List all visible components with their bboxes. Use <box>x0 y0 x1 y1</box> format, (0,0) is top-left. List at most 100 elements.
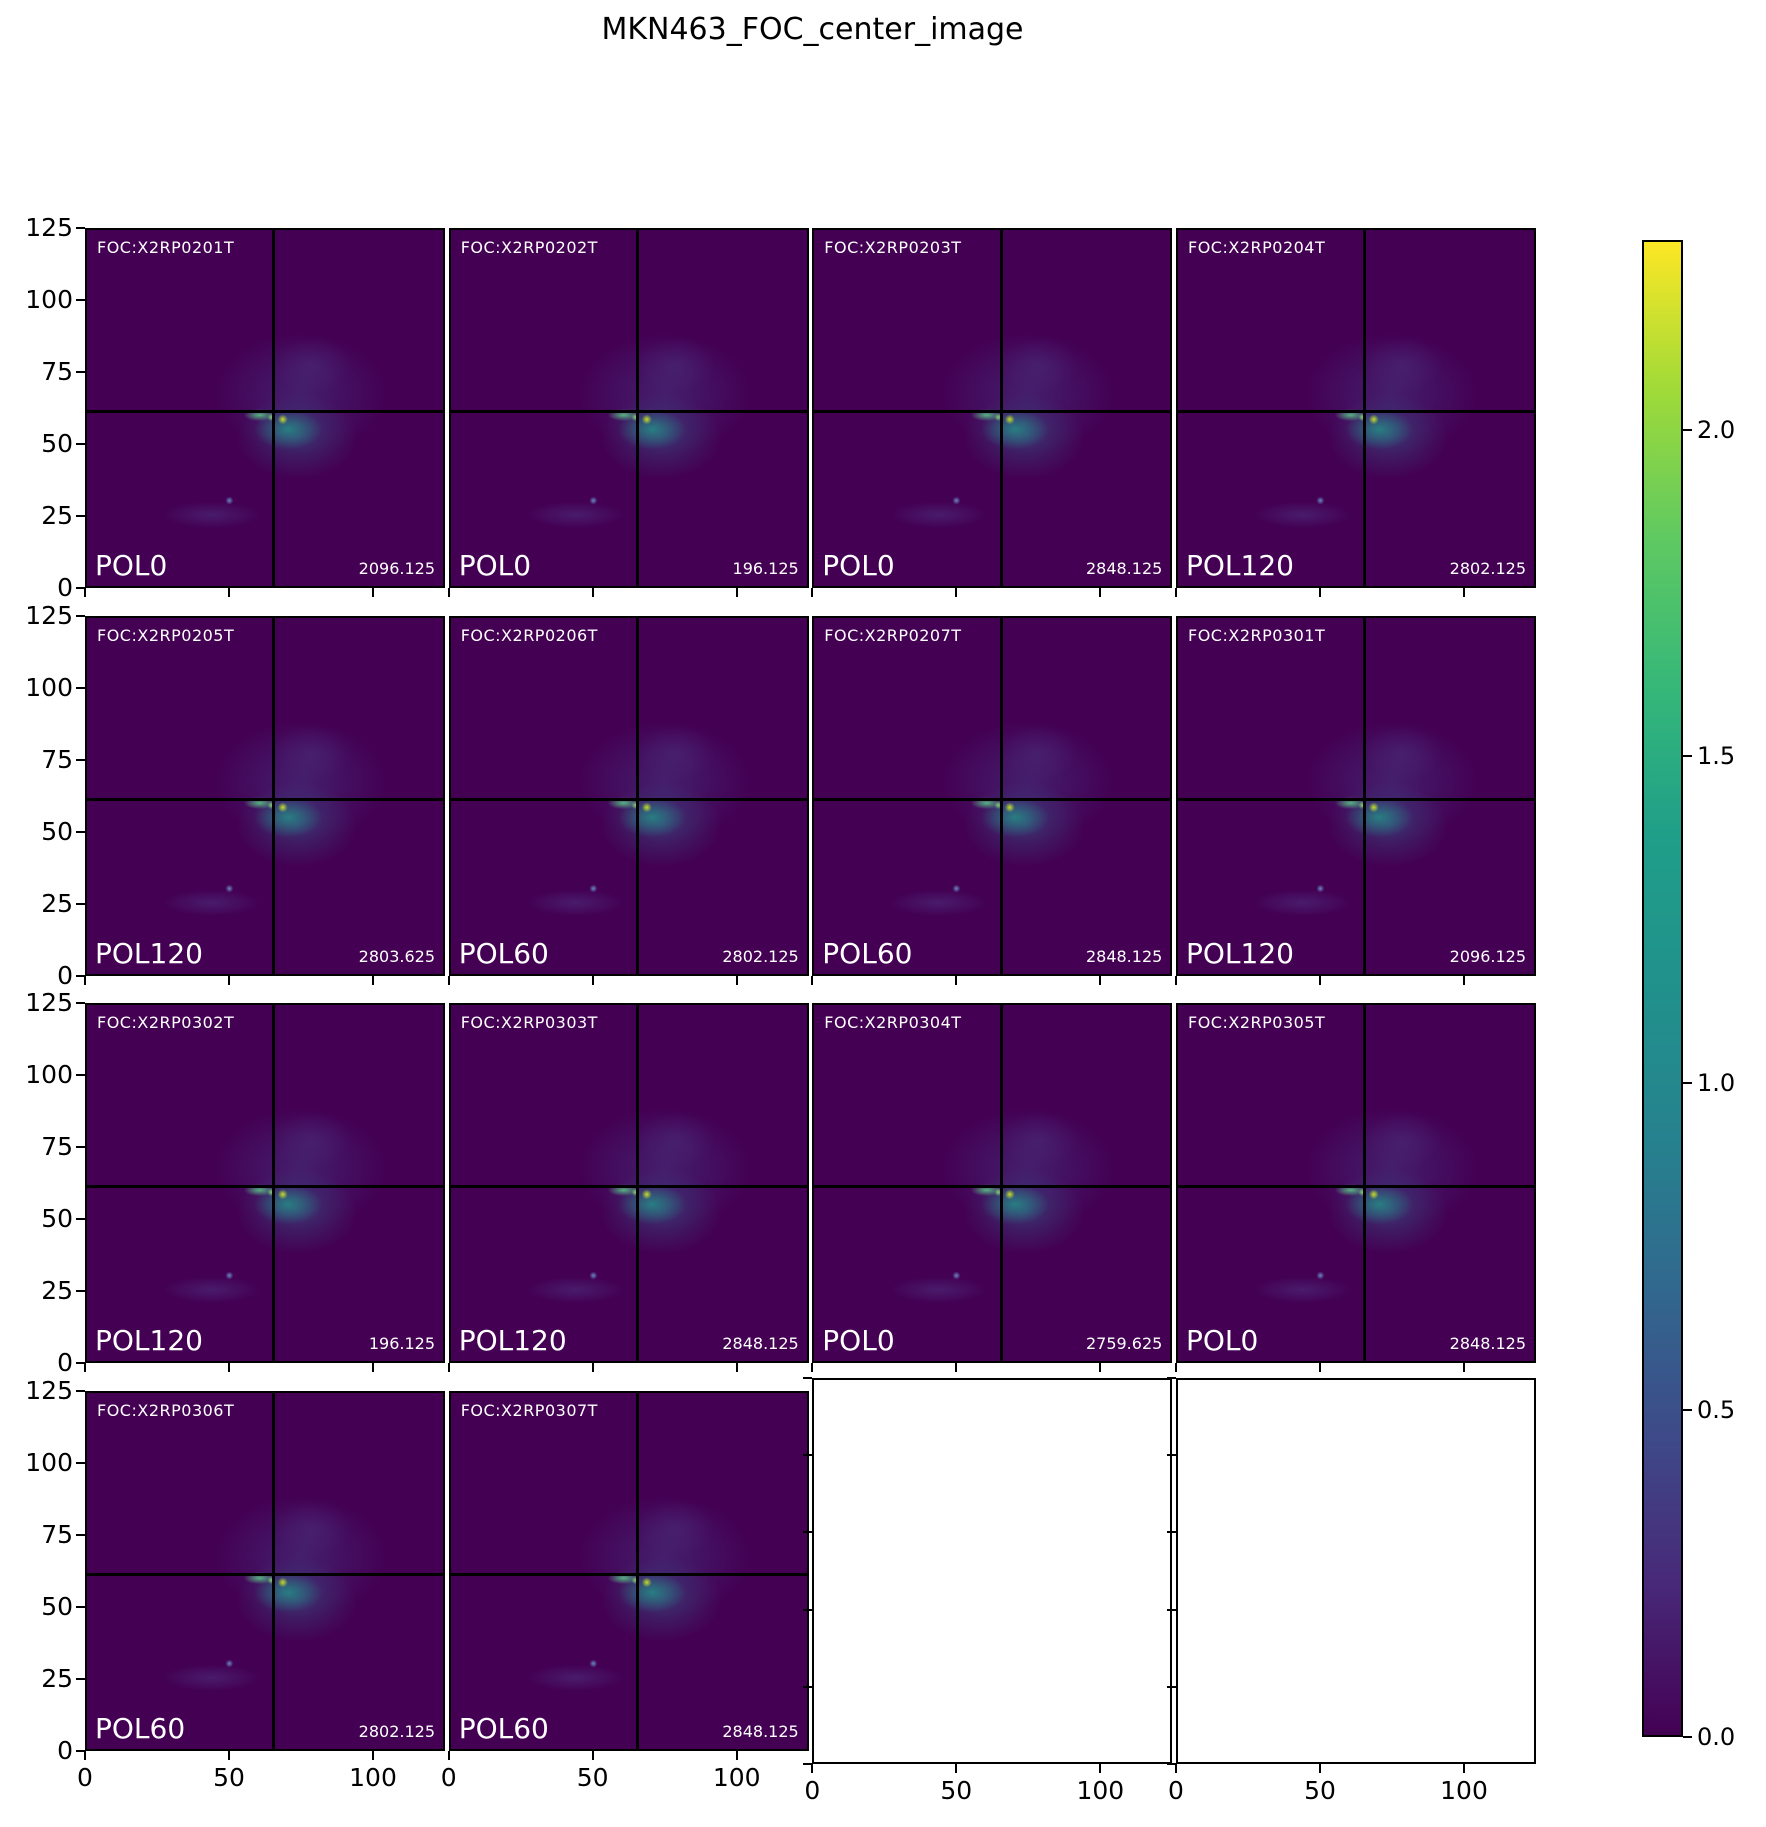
image-panel: FOC:X2RP0307T POL60 2848.125 <box>448 1391 809 1751</box>
y-tick-label: 25 <box>41 1664 73 1693</box>
polarizer-label: POL120 <box>1186 549 1294 582</box>
y-tick-label: 0 <box>57 573 73 602</box>
x-tick-mark <box>447 1751 450 1760</box>
colorbar-tick-label: 0.5 <box>1697 1396 1736 1425</box>
x-tick-label: 100 <box>349 1763 397 1792</box>
crosshair-horizontal <box>1178 797 1534 801</box>
y-tick-mark <box>1167 1377 1176 1379</box>
exposure-label: 2848.125 <box>1085 559 1163 578</box>
polarizer-label: POL0 <box>822 549 895 582</box>
empty-panel <box>1176 1378 1536 1764</box>
polarizer-label: POL60 <box>458 1712 549 1745</box>
image-panel: FOC:X2RP0207T POL60 2848.125 <box>812 615 1173 976</box>
polarizer-label: POL120 <box>1186 936 1294 970</box>
x-tick-mark <box>591 1751 594 1760</box>
x-tick-mark <box>955 1363 958 1373</box>
crosshair-horizontal <box>814 410 1171 414</box>
foc-id-label: FOC:X2RP0207T <box>824 625 962 645</box>
y-tick-mark <box>803 1531 813 1534</box>
crosshair-horizontal <box>87 1185 443 1189</box>
x-tick-mark <box>1319 975 1321 985</box>
y-tick-mark <box>76 1678 85 1680</box>
x-tick-mark <box>735 588 738 597</box>
x-tick-label: 0 <box>440 1763 457 1792</box>
x-tick-mark <box>447 588 450 597</box>
foc-id-label: FOC:X2RP0305T <box>1188 1013 1326 1033</box>
y-tick-label: 75 <box>41 1132 73 1162</box>
image-panel: FOC:X2RP0302T POL120 196.125 <box>85 1003 445 1364</box>
crosshair-vertical <box>636 1005 640 1362</box>
colorbar-tick-mark <box>1683 1409 1692 1412</box>
crosshair-vertical <box>1363 617 1367 974</box>
crosshair-vertical <box>636 230 640 586</box>
y-tick-mark <box>76 443 85 445</box>
x-tick-mark <box>735 1363 738 1373</box>
x-tick-mark <box>955 588 958 597</box>
exposure-label: 2848.125 <box>1449 1334 1526 1354</box>
crosshair-horizontal <box>450 1185 807 1189</box>
y-tick-label: 125 <box>25 600 73 630</box>
exposure-label: 2096.125 <box>358 559 435 578</box>
image-panel: FOC:X2RP0204T POL120 2802.125 <box>1176 228 1536 588</box>
x-tick-label: 50 <box>213 1763 245 1792</box>
x-tick-mark <box>1099 588 1102 597</box>
foc-id-label: FOC:X2RP0306T <box>97 1401 235 1420</box>
x-tick-mark <box>1319 1764 1321 1773</box>
y-tick-label: 0 <box>57 1736 73 1765</box>
y-tick-mark <box>76 1462 85 1464</box>
y-tick-label: 100 <box>25 285 73 314</box>
x-tick-mark <box>735 975 738 985</box>
x-tick-mark <box>1099 1363 1102 1373</box>
crosshair-horizontal <box>1178 1185 1534 1189</box>
x-tick-mark <box>1463 588 1465 597</box>
y-tick-mark <box>1167 1763 1176 1765</box>
y-tick-label: 75 <box>41 744 73 774</box>
foc-id-label: FOC:X2RP0303T <box>460 1013 598 1033</box>
x-tick-label: 100 <box>712 1763 761 1792</box>
x-tick-mark <box>811 588 814 597</box>
y-tick-mark <box>76 371 85 373</box>
polarizer-label: POL120 <box>95 1324 203 1358</box>
x-tick-mark <box>1319 588 1321 597</box>
polarizer-label: POL60 <box>458 936 549 970</box>
y-tick-mark <box>76 1362 85 1365</box>
crosshair-vertical <box>1363 230 1367 586</box>
foc-id-label: FOC:X2RP0204T <box>1188 238 1326 257</box>
y-tick-mark <box>76 614 85 617</box>
exposure-label: 2096.125 <box>1449 946 1526 966</box>
x-tick-mark <box>228 1751 230 1760</box>
y-tick-label: 125 <box>25 213 73 242</box>
polarizer-label: POL0 <box>95 549 168 582</box>
y-tick-label: 0 <box>57 960 73 990</box>
y-tick-mark <box>76 1146 85 1149</box>
crosshair-vertical <box>636 1393 640 1749</box>
image-panel: FOC:X2RP0305T POL0 2848.125 <box>1176 1003 1536 1364</box>
x-tick-mark <box>1175 975 1177 985</box>
colorbar-tick-label: 1.0 <box>1697 1069 1736 1098</box>
x-tick-label: 0 <box>804 1776 821 1805</box>
crosshair-horizontal <box>87 1573 443 1577</box>
x-tick-mark <box>84 1751 86 1760</box>
empty-panel <box>812 1378 1173 1764</box>
foc-id-label: FOC:X2RP0301T <box>1188 625 1326 645</box>
crosshair-vertical <box>272 1005 276 1362</box>
exposure-label: 2848.125 <box>1085 946 1163 966</box>
y-tick-label: 75 <box>41 357 73 386</box>
x-tick-mark <box>811 975 814 985</box>
exposure-label: 2803.625 <box>358 946 435 966</box>
colorbar-tick-mark <box>1683 755 1692 758</box>
y-tick-mark <box>76 1074 85 1077</box>
crosshair-vertical <box>999 617 1003 974</box>
image-panel: FOC:X2RP0303T POL120 2848.125 <box>448 1003 809 1364</box>
x-tick-mark <box>1175 588 1177 597</box>
y-tick-label: 125 <box>25 988 73 1018</box>
x-tick-mark <box>955 1764 958 1773</box>
y-tick-mark <box>1167 1608 1176 1611</box>
crosshair-horizontal <box>1178 410 1534 414</box>
y-tick-label: 50 <box>41 429 73 458</box>
x-tick-mark <box>1319 1363 1321 1373</box>
crosshair-horizontal <box>814 797 1171 801</box>
exposure-label: 2848.125 <box>722 1722 799 1741</box>
y-tick-mark <box>1167 1531 1176 1534</box>
